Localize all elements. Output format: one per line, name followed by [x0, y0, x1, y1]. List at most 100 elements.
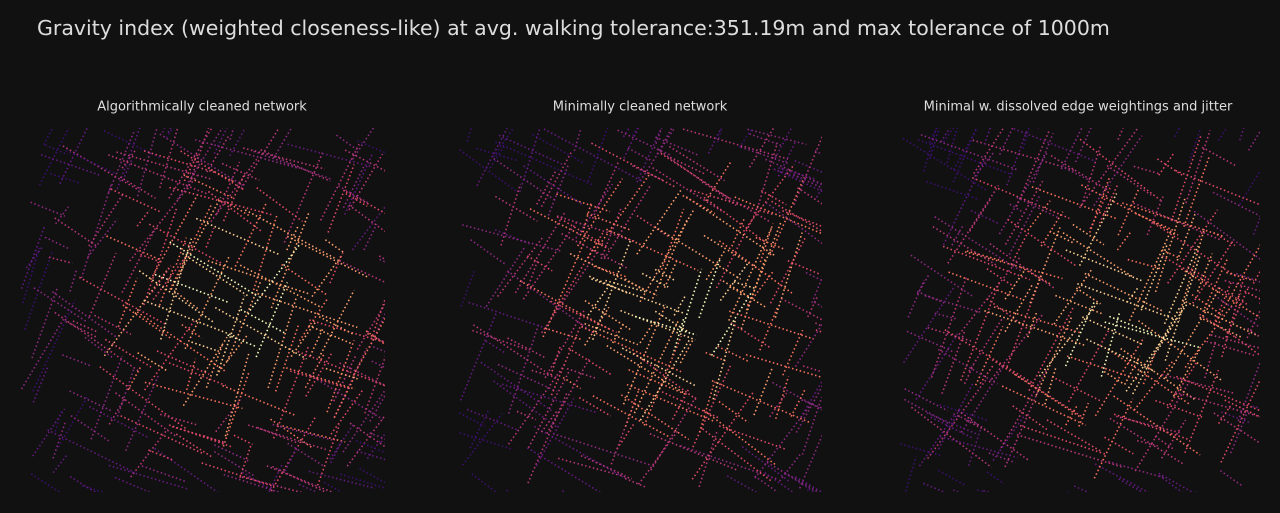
street-segment	[94, 314, 132, 336]
street-segment	[811, 276, 822, 304]
street-segment	[148, 449, 173, 461]
street-segment	[984, 309, 1085, 346]
street-segment	[692, 365, 732, 448]
street-segment	[617, 129, 671, 156]
street-segment	[1224, 279, 1260, 292]
street-segment	[222, 372, 250, 447]
street-segment	[501, 383, 597, 414]
street-segment	[915, 331, 960, 400]
street-segment	[496, 236, 544, 297]
panel-title: Minimally cleaned network	[553, 100, 728, 115]
street-segment	[308, 470, 376, 490]
street-segment	[351, 128, 375, 160]
street-segment	[557, 457, 633, 480]
street-segment	[114, 476, 152, 492]
street-segment	[160, 238, 193, 340]
street-segment	[681, 268, 703, 331]
street-segment	[169, 241, 259, 298]
street-segment	[718, 240, 793, 294]
street-segment	[576, 178, 624, 247]
street-segment	[960, 366, 1004, 433]
street-segment	[772, 381, 822, 411]
street-segment	[780, 297, 822, 321]
street-segment	[1127, 258, 1161, 270]
street-segment	[270, 212, 310, 309]
street-segment	[903, 287, 955, 363]
street-segment	[327, 164, 355, 233]
street-segment	[1142, 351, 1157, 385]
street-segment	[79, 276, 166, 325]
street-segment	[30, 473, 61, 492]
street-segment	[215, 161, 241, 215]
street-segment	[920, 134, 1020, 171]
street-segment	[50, 172, 80, 184]
street-segment	[765, 201, 822, 245]
street-segment	[1010, 233, 1028, 265]
street-segment	[1213, 244, 1260, 326]
street-segment	[745, 353, 822, 379]
street-segment	[326, 340, 355, 413]
street-segment	[1201, 146, 1237, 167]
street-segment	[1213, 231, 1236, 247]
street-segment	[244, 209, 337, 260]
street-segment	[136, 311, 226, 372]
street-segment	[311, 253, 343, 298]
street-segment	[679, 339, 694, 364]
street-segment	[584, 300, 633, 331]
street-segment	[663, 258, 679, 289]
street-segment	[1153, 222, 1237, 278]
street-segment	[138, 270, 215, 323]
street-segment	[1075, 287, 1101, 305]
street-segment	[1226, 271, 1255, 282]
street-segment	[547, 164, 570, 216]
street-segment	[518, 128, 541, 193]
street-segment	[1040, 211, 1064, 247]
street-segment	[494, 195, 538, 222]
street-segment	[733, 281, 758, 290]
street-segment	[941, 330, 966, 394]
street-segment	[703, 196, 766, 243]
street-segment	[297, 350, 385, 387]
street-segment	[972, 139, 1076, 172]
street-segment	[529, 208, 610, 250]
street-segment	[80, 183, 113, 279]
street-segment	[1137, 320, 1222, 381]
street-segment	[1006, 274, 1043, 368]
street-segment	[775, 376, 790, 420]
street-segment	[183, 174, 233, 199]
street-segment	[550, 322, 583, 396]
street-segment	[348, 204, 385, 233]
street-segment	[181, 323, 203, 339]
street-segment	[710, 292, 752, 356]
street-segment	[621, 347, 697, 387]
street-segment	[38, 128, 70, 186]
street-segment	[47, 429, 136, 474]
street-segment	[351, 205, 385, 251]
street-segment	[1252, 270, 1260, 284]
street-segment	[624, 388, 641, 427]
street-segment	[671, 388, 690, 420]
street-segment	[368, 312, 385, 348]
street-segment	[270, 418, 312, 448]
street-segment	[1185, 130, 1211, 204]
street-segment	[782, 329, 804, 376]
street-segment	[260, 149, 331, 182]
street-segment	[944, 329, 1034, 384]
street-segment	[782, 210, 822, 228]
street-segment	[239, 444, 252, 479]
street-segment	[357, 140, 385, 154]
street-segment	[44, 236, 70, 250]
figure-title: Gravity index (weighted closeness-like) …	[37, 16, 1110, 40]
street-segment	[469, 410, 490, 449]
street-segment	[934, 216, 1024, 273]
street-segment	[774, 232, 803, 318]
street-segment	[108, 464, 189, 490]
street-segment	[338, 259, 385, 284]
street-segment	[191, 341, 218, 352]
street-segment	[584, 322, 639, 346]
street-segment	[224, 352, 250, 437]
panel-title: Minimal w. dissolved edge weightings and…	[924, 100, 1233, 115]
street-segment	[256, 187, 303, 223]
street-segment	[346, 414, 385, 467]
